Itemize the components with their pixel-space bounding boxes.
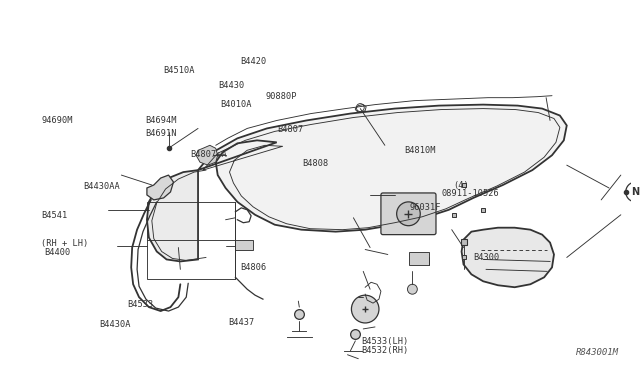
Circle shape (408, 284, 417, 294)
FancyBboxPatch shape (381, 193, 436, 235)
Polygon shape (198, 105, 567, 232)
Text: B4400: B4400 (44, 248, 70, 257)
Text: B4533(LH): B4533(LH) (362, 337, 408, 346)
Polygon shape (196, 145, 218, 165)
Text: N: N (632, 187, 639, 197)
Bar (236, 240, 253, 250)
Text: B4437: B4437 (228, 318, 254, 327)
Text: B4010A: B4010A (220, 100, 252, 109)
Text: B4430A: B4430A (99, 320, 131, 329)
Text: (RH + LH): (RH + LH) (41, 239, 88, 248)
Text: B4420: B4420 (241, 57, 267, 66)
Text: 08911-10526: 08911-10526 (442, 189, 500, 198)
Text: B4300: B4300 (474, 253, 500, 263)
Circle shape (397, 202, 420, 226)
Text: B4810M: B4810M (404, 147, 436, 155)
Bar (410, 251, 429, 265)
Text: B4532(RH): B4532(RH) (362, 346, 408, 355)
Text: B4510A: B4510A (164, 66, 195, 75)
Text: B4806: B4806 (241, 263, 267, 272)
Text: B4691N: B4691N (145, 129, 177, 138)
Circle shape (351, 295, 379, 323)
Text: B4808: B4808 (302, 158, 328, 168)
Text: B4807+A: B4807+A (190, 150, 227, 159)
Bar (147, 202, 236, 279)
Text: B4430: B4430 (218, 81, 244, 90)
Circle shape (626, 182, 640, 202)
Text: B4533: B4533 (127, 300, 154, 309)
Polygon shape (147, 175, 173, 200)
Text: 90880P: 90880P (266, 92, 297, 101)
Text: 94690M: 94690M (41, 116, 72, 125)
Polygon shape (461, 228, 554, 287)
Text: B4694M: B4694M (145, 116, 177, 125)
Text: 96031F: 96031F (409, 203, 441, 212)
Text: B4807: B4807 (277, 125, 303, 134)
Text: R843001M: R843001M (576, 348, 619, 357)
Text: B4541: B4541 (41, 211, 67, 220)
Text: (4): (4) (453, 181, 469, 190)
Text: B4430AA: B4430AA (83, 182, 120, 190)
Polygon shape (147, 170, 198, 262)
